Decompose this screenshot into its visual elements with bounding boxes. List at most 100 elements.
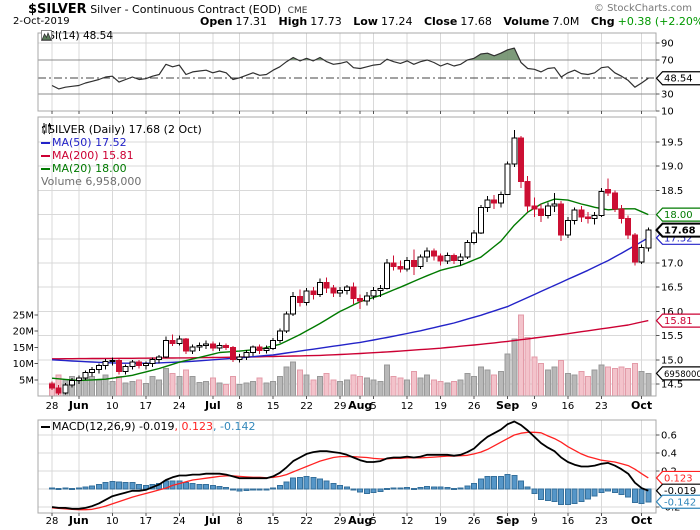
- volume-bar: [350, 374, 357, 397]
- candle-body: [82, 371, 89, 379]
- macd-histogram-bar: [585, 488, 591, 500]
- candle-body: [55, 387, 62, 394]
- macd-histogram-bar: [571, 488, 578, 504]
- macd-panel-border: [37, 419, 657, 514]
- macd-histogram-bar: [410, 488, 417, 490]
- volume-bar: [571, 374, 578, 397]
- volume-bar: [484, 369, 491, 397]
- candle-body: [129, 361, 136, 368]
- axis-callout-text: 18.00: [664, 210, 693, 221]
- volume-bar: [544, 369, 551, 397]
- volume-axis-label: 5M: [19, 375, 34, 386]
- ma50-swatch: [41, 142, 50, 144]
- macd-histogram-bar: [216, 485, 223, 490]
- macd-histogram-bar: [638, 488, 645, 504]
- volume-axis-label: 20M: [13, 327, 34, 338]
- high-label: High: [278, 15, 308, 28]
- price-axis-label: 15.0: [661, 355, 683, 366]
- volume-bar: [122, 382, 129, 397]
- candle-body: [638, 247, 645, 263]
- volume-bar: [397, 377, 404, 397]
- axis-callout: [655, 366, 700, 381]
- volume-bar: [611, 367, 618, 397]
- macd-histogram-bar: [55, 488, 62, 490]
- quote-summary: Open 17.31 High 17.73 Low 17.24 Close 17.68 …: [200, 15, 700, 28]
- macd-legend-black: MACD(12,26,9) -0.019: [52, 420, 175, 433]
- volume-bar: [156, 379, 163, 397]
- volume-bar: [330, 379, 337, 397]
- macd-histogram-bar: [236, 488, 243, 492]
- volume-bar: [451, 380, 457, 397]
- price-axis-label: 19.0: [661, 162, 683, 173]
- copyright-credit: © StockCharts.com: [593, 3, 692, 14]
- macd-histogram-bar: [223, 487, 230, 490]
- volume-bar: [169, 372, 176, 397]
- macd-histogram-bar: [243, 488, 250, 491]
- x-axis-label: 28: [46, 516, 59, 527]
- macd-histogram-bar: [323, 480, 330, 490]
- candle-body: [363, 295, 370, 302]
- candle-body: [330, 287, 337, 294]
- volume-bar: [404, 379, 411, 397]
- volume-bar: [464, 372, 471, 397]
- candle-body: [62, 384, 69, 394]
- macd-histogram-bar: [129, 482, 136, 490]
- macd-histogram-bar: [404, 487, 411, 490]
- axis-callout: [655, 71, 700, 86]
- x-axis-label: 10: [106, 401, 119, 412]
- candle-body: [290, 295, 297, 315]
- macd-histogram-bar: [337, 484, 344, 490]
- macd-histogram-bar: [558, 488, 565, 505]
- macd-histogram-bar: [196, 484, 203, 490]
- macd-histogram-bar: [484, 475, 491, 490]
- x-axis-label: 19: [434, 516, 447, 527]
- macd-histogram-bar: [209, 484, 216, 490]
- price-axis-label: 17.0: [661, 259, 683, 270]
- volume-bar: [95, 379, 102, 397]
- axis-callout-text: 15.81: [664, 316, 693, 327]
- macd-histogram-bar: [229, 488, 236, 491]
- price-legend: $SILVER (Daily) 17.68 (2 Oct) MA(50) 17.…: [41, 123, 202, 188]
- candle-body: [310, 290, 317, 295]
- x-axis-label: Jun: [68, 399, 89, 412]
- x-axis-label: 9: [531, 401, 537, 412]
- candle-body: [645, 229, 652, 249]
- candle-body: [343, 286, 350, 292]
- macd-legend-red: , 0.123: [174, 420, 213, 433]
- macd-histogram-bar: [317, 478, 323, 490]
- candle-body: [618, 208, 625, 219]
- volume-bar: [243, 382, 250, 397]
- macd-histogram-bar: [578, 488, 585, 503]
- macd-histogram-bar: [531, 488, 538, 494]
- macd-histogram-bar: [497, 475, 504, 490]
- macd-histogram-bar: [477, 478, 484, 490]
- volume-bar: [384, 364, 390, 397]
- macd-histogram-bar: [605, 488, 612, 492]
- ma20-line: [51, 198, 649, 382]
- x-axis-label: 22: [300, 401, 313, 412]
- volume-bar: [229, 376, 236, 397]
- volume-bar: [497, 371, 504, 397]
- macd-histogram-bar: [263, 488, 270, 491]
- candle-body: [236, 356, 243, 360]
- macd-histogram-bar: [250, 488, 256, 491]
- volume-bar: [457, 379, 464, 397]
- x-axis-label: 26: [468, 401, 481, 412]
- candle-body: [75, 377, 82, 382]
- macd-histogram-bar: [457, 487, 464, 490]
- candle-body: [591, 215, 598, 219]
- candle-body: [437, 255, 444, 262]
- volume-bar: [625, 367, 632, 397]
- x-axis-label: 19: [434, 401, 447, 412]
- rsi-line: [51, 47, 649, 90]
- volume-bar: [337, 380, 344, 397]
- candle-body: [89, 368, 96, 373]
- x-axis-label: 23: [595, 401, 608, 412]
- price-legend-title: $SILVER (Daily) 17.68 (2 Oct): [41, 123, 202, 136]
- chart-header: $SILVER Silver - Continuous Contract (EO…: [28, 2, 307, 17]
- macd-histogram-bar: [270, 487, 277, 490]
- candle-body: [504, 163, 511, 195]
- rsi-panel-border: [37, 32, 657, 112]
- volume-bar: [109, 380, 116, 397]
